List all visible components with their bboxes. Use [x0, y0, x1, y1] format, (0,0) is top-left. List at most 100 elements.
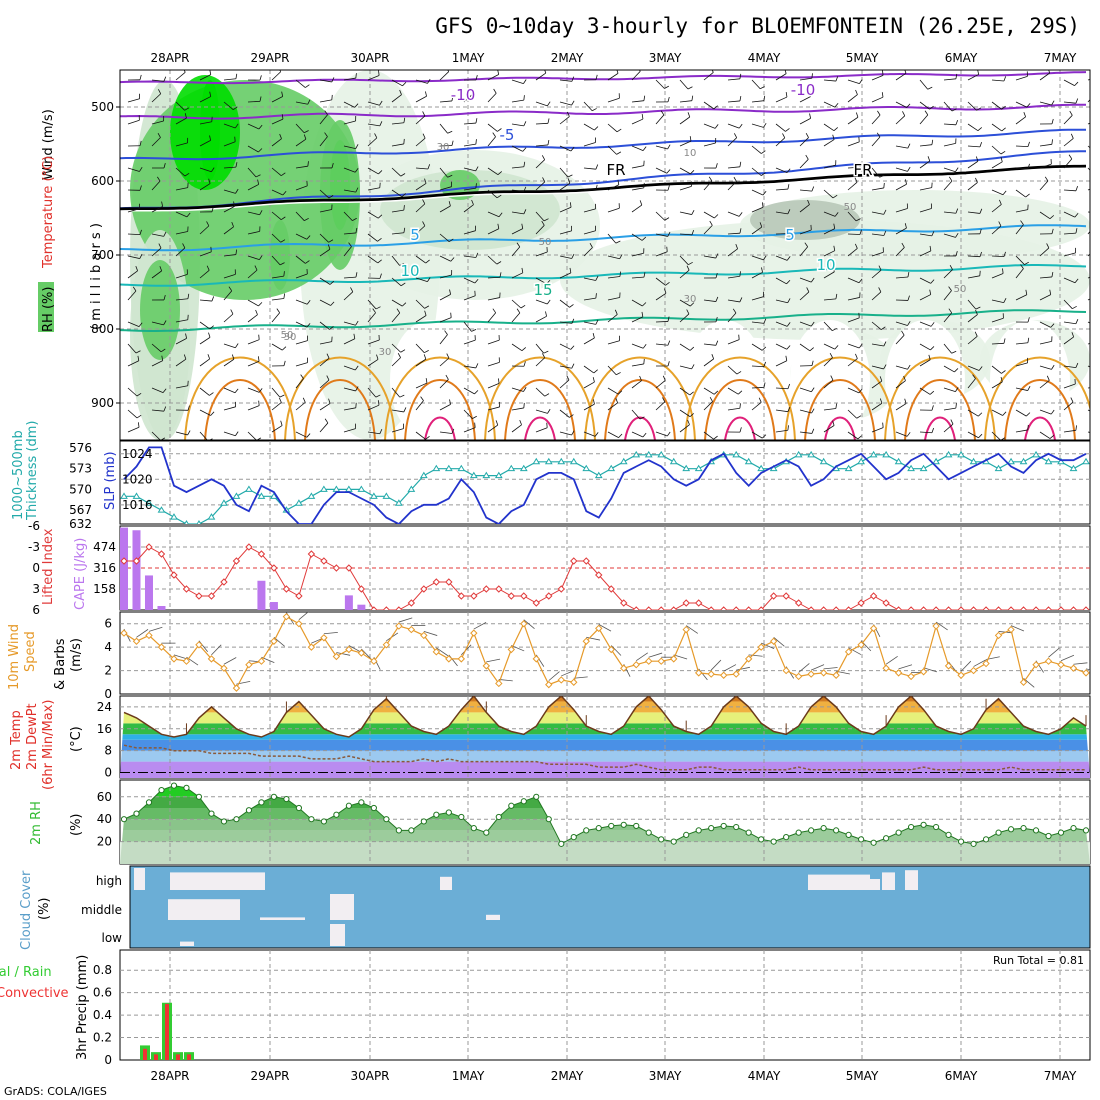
- wind-barb-flag: [955, 387, 959, 392]
- wind-barb-flag: [951, 350, 957, 354]
- wind-barb-flag: [543, 350, 549, 354]
- wind-barb-flag: [259, 210, 263, 215]
- wind-barb: [847, 317, 860, 323]
- lifted-index-marker: [769, 592, 778, 600]
- rh2m-marker: [395, 827, 402, 834]
- wind-barb: [367, 75, 380, 81]
- lifted-index-marker: [307, 550, 316, 558]
- wind-barb-flag: [618, 390, 623, 395]
- wind-barb-flag: [905, 179, 907, 185]
- wind10-barb: [348, 645, 362, 653]
- thickness-marker: [882, 450, 890, 458]
- lifted-index-marker: [432, 578, 441, 586]
- wind-barb-flag: [975, 156, 979, 162]
- wind-barb: [607, 365, 617, 376]
- wind-barb: [247, 431, 257, 440]
- rh2m-marker: [795, 829, 802, 836]
- wind-barb: [487, 211, 500, 218]
- wind-barb: [343, 189, 356, 193]
- wind-barb: [751, 189, 764, 196]
- wind-barb: [367, 187, 380, 191]
- rh-shade: [140, 260, 180, 360]
- wind-barb-flag: [758, 397, 762, 403]
- wind-barb: [247, 230, 260, 235]
- rh2m-marker: [145, 799, 153, 806]
- contour-label: 5: [410, 226, 420, 244]
- wind10-marker: [682, 625, 690, 634]
- wind-barb-flag: [209, 135, 212, 141]
- wind-barb: [487, 276, 501, 279]
- wind-barb-flag: [951, 108, 957, 112]
- wind-barb-flag: [955, 73, 958, 79]
- wind-barb-flag: [1049, 215, 1055, 219]
- wind-barb: [991, 431, 1001, 440]
- wind-barb: [607, 255, 620, 260]
- wind-barb-flag: [1093, 221, 1096, 225]
- lifted-index-marker: [132, 557, 141, 565]
- wind-barb-flag: [396, 308, 401, 314]
- dry-area: [685, 320, 765, 440]
- wind-barb: [559, 343, 571, 350]
- wind-barb: [727, 312, 737, 323]
- wind-barb-flag: [1075, 319, 1079, 324]
- wind-barb-flag: [379, 100, 383, 106]
- wind10-barb: [823, 667, 838, 670]
- wind-barb-flag: [883, 230, 887, 236]
- precip-label-conv: Convective: [0, 986, 69, 1001]
- wind-barb-flag: [163, 295, 166, 301]
- wind-barb: [271, 255, 281, 266]
- lifted-index-marker: [1007, 606, 1015, 610]
- wind-barb: [511, 407, 524, 411]
- wind-barb: [247, 167, 257, 178]
- temp-contour-25: [504, 379, 576, 440]
- wind10-barb: [810, 664, 825, 671]
- wind-barb: [367, 167, 379, 175]
- rh2m-marker: [508, 802, 515, 809]
- wind-barb: [127, 233, 141, 235]
- wind-barb: [127, 343, 137, 354]
- wind-barb-flag: [422, 221, 426, 227]
- wind-barb: [775, 321, 788, 327]
- wind-barb-flag: [328, 398, 331, 404]
- lifted-index-marker: [270, 564, 278, 572]
- wind-barb: [247, 269, 258, 279]
- wind-barb: [775, 167, 788, 174]
- cloud-block-middle: [330, 894, 354, 920]
- wind10-marker: [657, 657, 665, 665]
- wind-barb: [943, 290, 952, 301]
- wind-barb-flag: [162, 388, 167, 393]
- rh2m-marker: [883, 835, 890, 842]
- wind-barb-flag: [158, 243, 162, 249]
- wind-barb-flag: [595, 275, 599, 281]
- contour-label: 50: [844, 202, 857, 213]
- wind-barb: [1039, 180, 1049, 191]
- wind-barb-flag: [258, 400, 260, 406]
- wind-barb-flag: [355, 227, 358, 233]
- wind-barb: [871, 136, 881, 147]
- wind10-marker: [295, 620, 303, 628]
- wind-barb: [583, 365, 595, 374]
- wind-barb: [319, 277, 331, 285]
- wind-barb: [775, 73, 787, 81]
- wind-barb-flag: [304, 217, 309, 222]
- thickness-marker: [432, 464, 441, 472]
- wind10-marker: [832, 671, 840, 679]
- wind-barb: [679, 424, 690, 433]
- temp-contour-10: [120, 264, 1087, 287]
- wind-barb-flag: [353, 333, 356, 339]
- wind-barb: [151, 409, 164, 412]
- wind10-marker: [844, 648, 853, 656]
- lifted-index-marker: [832, 606, 840, 610]
- wind-barb: [343, 232, 356, 235]
- wind-barb: [655, 145, 668, 150]
- wind-barb: [463, 409, 473, 419]
- wind-barb-flag: [350, 287, 354, 293]
- wind-barb-flag: [403, 407, 407, 413]
- wind-barb-flag: [666, 169, 671, 174]
- wind10-marker: [645, 657, 653, 665]
- wind-barb-flag: [451, 140, 454, 146]
- contour-label: 5: [785, 226, 795, 244]
- wind-barb: [559, 79, 572, 82]
- thickness-marker: [132, 492, 141, 499]
- rh-label: RH (%): [41, 287, 56, 332]
